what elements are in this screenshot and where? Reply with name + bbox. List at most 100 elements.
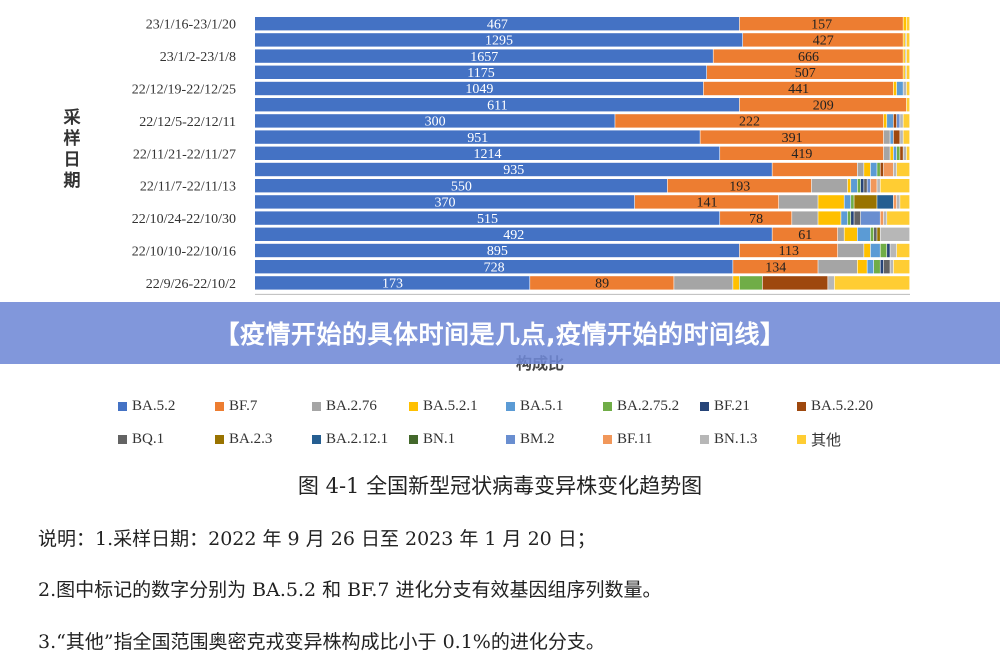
bar-segment-9-BA.5.2	[255, 146, 720, 160]
bar-segment-8-BF.7	[700, 130, 884, 144]
bar-segment-12-BA.2.12.1	[877, 195, 894, 209]
bar-segment-14-BA.2.3	[877, 227, 880, 241]
bar-segment-17-BA.5.2	[255, 276, 530, 290]
data-label-2-BF.7: 427	[813, 34, 834, 49]
bar-segment-9-BA.5.1	[893, 146, 897, 160]
legend-swatch	[312, 402, 321, 411]
bar-segment-9-BA.5.2.1	[890, 146, 894, 160]
legend-label: BN.1	[423, 431, 456, 447]
bar-segment-2-BN.1.3	[905, 33, 907, 47]
legend-label: 其他	[811, 433, 842, 449]
legend-label: BF.7	[229, 398, 258, 414]
y-tick-label: 22/10/24-22/10/30	[132, 212, 236, 227]
bar-segment-11-BA.2.76	[811, 179, 848, 193]
legend-label: BA.5.2.1	[423, 398, 478, 414]
data-label-8-BF.7: 391	[782, 131, 803, 146]
legend-item-7: BF.21	[700, 398, 797, 415]
data-label-5-BF.7: 441	[788, 82, 809, 97]
bar-segment-3-BA.5.2	[255, 49, 713, 63]
bar-segment-7-BN.1.3	[900, 114, 903, 128]
title-banner: 【疫情开始的具体时间是几点,疫情开始的时间线】	[0, 302, 1000, 364]
bar-segment-5-BN.1.3	[903, 81, 907, 96]
data-label-7-BF.7: 222	[739, 115, 760, 130]
legend-item-1: BA.5.2	[118, 398, 215, 415]
bar-segment-5-BA.5.2	[255, 81, 704, 96]
legend-swatch	[409, 435, 418, 444]
legend-label: BF.21	[714, 398, 750, 414]
data-label-3-BF.7: 666	[798, 50, 819, 65]
bar-segment-9-BN.1.3	[903, 146, 907, 160]
data-label-7-BA.5.2: 300	[425, 115, 446, 130]
bar-segment-10-BA.5.2.20	[880, 162, 884, 177]
bar-segment-17-BA.2.76	[674, 276, 733, 290]
bar-segment-16-BA.5.2.1	[857, 260, 867, 274]
stacked-bar-chart: 467 157 1295 427 1657 666 1175 507 1049 441 611 209…	[132, 17, 910, 295]
bar-segment-16-BF.7	[733, 260, 818, 274]
bar-segment-10-BN.1.3	[893, 162, 897, 177]
bar-segment-8-其他	[903, 130, 910, 144]
bar-segment-7-BA.5.2	[255, 114, 615, 128]
y-tick-label: 22/11/7-22/11/13	[140, 180, 236, 195]
data-label-14-BF.7: 61	[798, 228, 812, 243]
bar-segment-1-BA.5.2.1	[903, 17, 907, 31]
bar-segment-2-BF.7	[742, 33, 903, 47]
bar-segment-4-BA.5.2	[255, 65, 707, 79]
legend-label: BA.2.76	[326, 398, 377, 414]
bar-segment-15-BA.5.2.1	[864, 243, 871, 258]
bar-segment-10-其他	[896, 162, 910, 177]
bar-segment-4-BA.5.2.1	[903, 65, 905, 79]
bar-segment-16-BN.1.3	[890, 260, 894, 274]
legend-item-9: BQ.1	[118, 429, 215, 450]
bar-segment-9-其他	[906, 146, 910, 160]
bar-segment-11-BF.11	[870, 179, 877, 193]
legend: BA.5.2 BF.7 BA.2.76 BA.5.2.1 BA.5.1 BA.2.75.2…	[118, 398, 918, 450]
bar-segment-13-BA.5.2.1	[818, 211, 841, 225]
bar-segment-12-BA.5.2	[255, 195, 635, 209]
legend-label: BA.2.75.2	[617, 398, 680, 414]
bar-segment-13-BN.1.3	[883, 211, 887, 225]
bar-segment-1-BF.7	[739, 17, 903, 31]
data-label-12-BA.5.2: 370	[434, 196, 455, 211]
data-label-1-BF.7: 157	[811, 17, 832, 32]
data-label-13-BF.7: 78	[749, 212, 763, 227]
legend-item-5: BA.5.1	[506, 398, 603, 415]
y-tick-label: 22/12/5-22/12/11	[139, 115, 236, 130]
legend-item-2: BF.7	[215, 398, 312, 415]
bar-segment-9-BF.7	[720, 146, 884, 160]
bar-segment-9-BA.2.76	[883, 146, 890, 160]
bar-segment-11-BF.7	[667, 179, 812, 193]
note-line-1: 说明：1.采样日期：2022 年 9 月 26 日至 2023 年 1 月 20…	[38, 528, 596, 550]
legend-swatch	[118, 435, 127, 444]
bar-segment-2-BA.5.2.1	[903, 33, 905, 47]
legend-swatch	[700, 402, 709, 411]
bar-segment-5-BA.5.1	[896, 81, 903, 96]
data-label-8-BA.5.2: 951	[467, 131, 488, 146]
bar-segment-12-BA.2.76	[779, 195, 818, 209]
bar-segment-14-BA.5.1	[857, 227, 871, 241]
bar-segment-10-BA.2.75.2	[877, 162, 880, 177]
figure-caption: 图 4-1 全国新型冠状病毒变异株变化趋势图	[297, 474, 703, 498]
bar-segment-11-BA.5.1	[851, 179, 857, 193]
bar-segment-17-其他	[834, 276, 910, 290]
bar-segment-9-BA.5.2.20	[900, 146, 903, 160]
legend-label: BF.11	[617, 431, 653, 447]
data-label-4-BA.5.2: 1175	[467, 66, 494, 81]
y-tick-label: 23/1/16-23/1/20	[146, 18, 236, 33]
legend-swatch	[118, 402, 127, 411]
bar-segment-15-BA.5.1	[870, 243, 880, 258]
bar-segment-12-BF.7	[634, 195, 779, 209]
bar-segment-11-其他	[880, 179, 910, 193]
bar-segment-7-其他	[903, 114, 910, 128]
bar-segment-8-BN.1.3	[900, 130, 903, 144]
legend-label: BA.5.2.20	[811, 398, 874, 414]
bar-segment-13-BF.7	[720, 211, 792, 225]
bar-segment-12-BF.11	[893, 195, 897, 209]
bar-segment-17-BA.5.2.20	[762, 276, 828, 290]
legend-item-10: BA.2.3	[215, 429, 312, 450]
bar-segment-13-BF.11	[880, 211, 884, 225]
legend-item-12: BN.1	[409, 429, 506, 450]
bar-segment-1-其他	[906, 17, 910, 31]
bar-segment-14-BQ.1	[873, 227, 877, 241]
bar-segment-16-BF.21	[880, 260, 884, 274]
data-label-2-BA.5.2: 1295	[485, 34, 513, 49]
